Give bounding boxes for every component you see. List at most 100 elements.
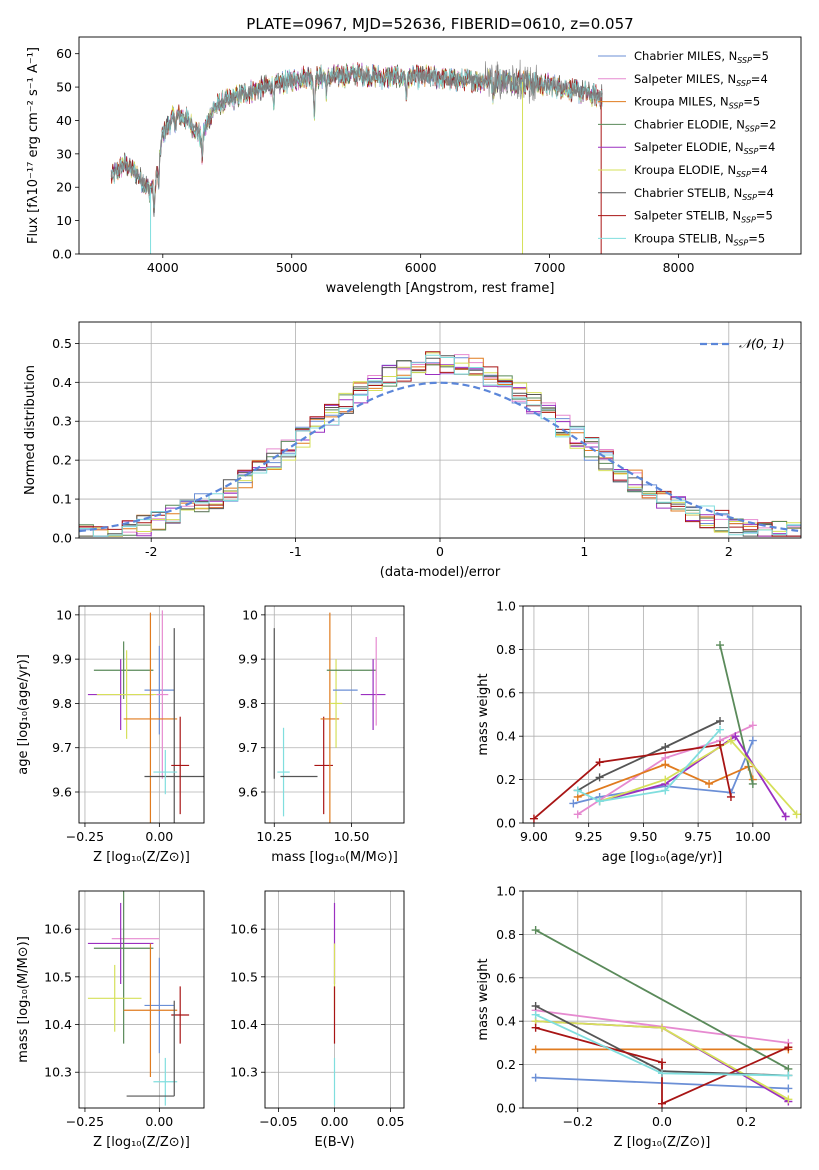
- errorbar-kroupa-stelib: [153, 1057, 178, 1106]
- weight-marker: [573, 810, 582, 819]
- errorbar-kroupa-stelib: [153, 749, 178, 795]
- y-tick-label: 10: [56, 607, 72, 622]
- x-tick-label: 2: [725, 544, 733, 559]
- age_vs_z-ticks: −0.25 0.00 9.6 9.7 9.8 9.9 10: [52, 607, 173, 844]
- spectrum-plot: [110, 59, 603, 254]
- legend-entry-kroupa-miles: Kroupa MILES, NSSP=5: [634, 95, 760, 111]
- weight-series-salpeter-stelib: [531, 1023, 793, 1108]
- y-tick-label: 20: [56, 180, 72, 195]
- legend-entry-kroupa-stelib: Kroupa STELIB, NSSP=5: [634, 231, 765, 247]
- age_vs_mass-plot: [273, 612, 386, 823]
- hist-kroupa-stelib: [79, 354, 801, 538]
- age_vs_z-axes: [79, 606, 204, 823]
- weight-line: [533, 743, 732, 820]
- weight_vs_age-frame: [522, 605, 802, 824]
- weight_vs_age-plot: [529, 641, 801, 823]
- x-tick-label: 1: [580, 544, 588, 559]
- x-tick-label: 6000: [405, 260, 437, 275]
- weight-series-kroupa-stelib: [573, 725, 725, 806]
- weight_vs_age-axes: [523, 605, 801, 824]
- residuals-ticks: -2 -1 0 1 2 0.0 0.1 0.2 0.3 0.4 0.5: [52, 336, 733, 559]
- y-tick-label: 60: [56, 46, 72, 61]
- weight-line: [599, 739, 798, 815]
- y-tick-label: 9.6: [52, 785, 72, 800]
- residuals-xlabel: (data-model)/error: [380, 565, 501, 580]
- weight-marker: [595, 773, 604, 782]
- weight-marker: [531, 1073, 540, 1082]
- mass_vs_z-frame: [78, 890, 205, 1109]
- age_vs_mass-ticks: 10.25 10.50 9.6 9.7 9.8 9.9 10: [238, 607, 369, 844]
- spectrum-ylabel: Flux [fλ10⁻¹⁷ erg cm⁻² s⁻¹ A⁻¹]: [26, 47, 41, 244]
- weight_vs_age-ylabel: mass weight: [476, 673, 491, 755]
- errorbar-salpeter-miles: [156, 610, 169, 779]
- y-tick-label: 0.4: [496, 1014, 516, 1029]
- y-tick-label: 0.8: [496, 927, 516, 942]
- weight-marker: [661, 760, 670, 769]
- y-tick-label: 10.3: [44, 1065, 72, 1080]
- weight-marker: [661, 743, 670, 752]
- weight-line: [535, 1026, 789, 1106]
- weight-series-chabrier-stelib: [573, 717, 725, 795]
- spectrum-series-kroupa-elodie: [110, 64, 603, 212]
- errorbar-chabrier-elodie: [93, 641, 154, 699]
- spectrum-axes: [110, 59, 603, 254]
- x-tick-label: 10.00: [735, 829, 771, 844]
- errorbar-salpeter-elodie: [360, 659, 386, 730]
- weight-marker: [716, 717, 725, 726]
- x-tick-label: 0.00: [145, 1114, 173, 1129]
- weight-marker: [716, 740, 725, 749]
- weight-marker: [529, 814, 538, 823]
- weight-marker: [716, 725, 725, 734]
- weight_vs_z-ticks: −0.2 0.0 0.2 0.0 0.2 0.4 0.6 0.8 1.0: [496, 884, 756, 1130]
- weight-line: [535, 929, 789, 1070]
- errorbar-kroupa-miles: [123, 943, 178, 1077]
- weight-marker: [784, 1043, 793, 1052]
- weight-marker: [731, 732, 740, 741]
- x-tick-label: −0.2: [563, 1114, 593, 1129]
- y-tick-label: 10: [56, 213, 72, 228]
- residuals-plot: [79, 351, 801, 538]
- weight-series-chabrier-elodie: [716, 641, 757, 788]
- weight_vs_z-axes: [523, 890, 801, 1109]
- x-tick-label: 0.2: [736, 1114, 756, 1129]
- y-tick-label: 9.9: [238, 652, 258, 667]
- errorbar-salpeter-elodie: [87, 902, 154, 984]
- spectrum-legend: Chabrier MILES, NSSP=5 Salpeter MILES, NS…: [598, 49, 776, 247]
- age_vs_mass-axes: [265, 606, 404, 823]
- weight-marker: [569, 799, 578, 808]
- weight-marker: [661, 775, 670, 784]
- mass_vs_z-axes: [79, 891, 204, 1108]
- x-tick-label: 9.25: [575, 829, 603, 844]
- spectrum-series-chabrier-miles: [110, 65, 603, 213]
- age_vs_mass-frame: [264, 605, 405, 824]
- weight_vs_age-xlabel: age [log₁₀(age/yr)]: [602, 850, 723, 865]
- weight-marker: [658, 1099, 666, 1108]
- y-tick-label: 0.4: [496, 729, 516, 744]
- weight-line: [719, 644, 754, 785]
- spectrum-xlabel: wavelength [Angstrom, rest frame]: [326, 281, 555, 296]
- weight-marker: [726, 792, 735, 801]
- legend-entry-kroupa-elodie: Kroupa ELODIE, NSSP=4: [634, 163, 768, 179]
- weight_vs_z-frame: [522, 890, 802, 1109]
- x-tick-label: 9.00: [520, 829, 548, 844]
- weight-marker: [705, 779, 714, 788]
- mass_vs_ebv-frame: [264, 890, 405, 1109]
- x-tick-label: 0.00: [145, 829, 173, 844]
- weight-marker: [658, 1023, 666, 1032]
- weight-series-salpeter-stelib: [529, 740, 735, 823]
- weight-marker: [748, 736, 757, 745]
- y-tick-label: 10: [242, 607, 258, 622]
- y-tick-label: 10.4: [230, 1017, 258, 1032]
- y-tick-label: 1.0: [496, 884, 516, 899]
- y-tick-label: 0.0: [52, 247, 72, 262]
- weight-series-chabrier-elodie: [531, 926, 793, 1073]
- y-tick-label: 0.6: [496, 970, 516, 985]
- y-tick-label: 10.6: [44, 922, 72, 937]
- errorbar-kroupa-elodie: [87, 964, 142, 1032]
- y-tick-label: 0.5: [52, 336, 72, 351]
- mass_vs_z-grid: [79, 891, 204, 1108]
- weight-line: [577, 729, 721, 803]
- y-tick-label: 0.8: [496, 642, 516, 657]
- y-tick-label: 9.8: [52, 696, 72, 711]
- weight_vs_z-plot: [531, 926, 793, 1108]
